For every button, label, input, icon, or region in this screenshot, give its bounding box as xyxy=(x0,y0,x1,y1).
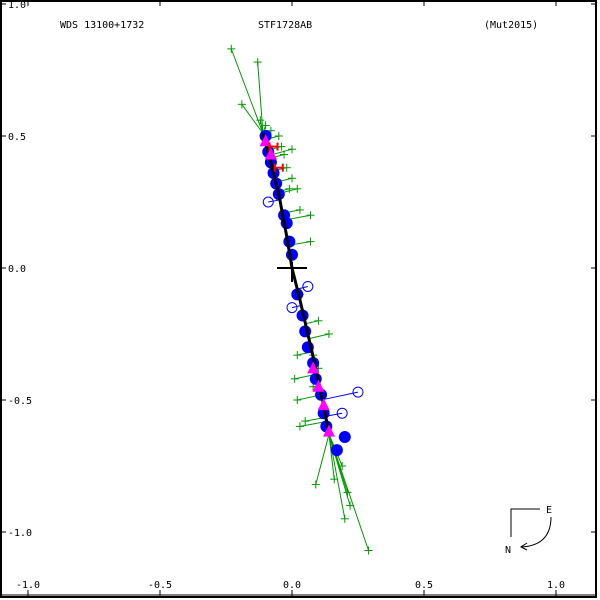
plus-marker-icon xyxy=(295,205,304,214)
plus-marker-icon xyxy=(256,116,265,125)
compass-arrowhead-icon xyxy=(520,542,528,551)
plus-marker-icon xyxy=(290,374,299,383)
x-tick-label: 0.0 xyxy=(283,580,301,591)
triangle-marker-icon xyxy=(264,147,277,160)
residual-line xyxy=(328,434,335,480)
plus-marker-icon xyxy=(282,163,291,172)
speckle-open-markers xyxy=(262,196,364,419)
primary-star-marker xyxy=(277,262,307,282)
plus-marker-icon xyxy=(293,184,302,193)
plus-marker-icon xyxy=(340,514,349,523)
plus-marker-icon xyxy=(288,145,296,154)
x-tick-label: 1.0 xyxy=(547,580,565,591)
plus-marker-icon xyxy=(277,142,286,151)
x-tick-label: -0.5 xyxy=(148,580,172,591)
plus-marker-icon xyxy=(364,546,373,555)
residual-line xyxy=(268,199,280,203)
plus-marker-icon xyxy=(253,58,262,67)
open-circle-marker-icon xyxy=(352,386,364,398)
plus-marker-icon xyxy=(280,150,289,159)
open-circle-marker-icon xyxy=(302,280,314,292)
plus-marker-icon xyxy=(346,501,355,510)
compass: E N xyxy=(505,505,552,556)
plus-marker-icon xyxy=(338,462,347,470)
residual-line xyxy=(230,48,264,134)
filled-circle-marker-icon xyxy=(338,430,351,443)
compass-north-label: N xyxy=(505,545,511,556)
plus-marker-icon xyxy=(330,475,339,484)
filled-circle-marker-icon xyxy=(330,444,343,457)
open-circle-marker-icon xyxy=(336,407,348,419)
y-tick-label: -1.0 xyxy=(8,528,32,539)
y-tick-label: 1.0 xyxy=(8,0,26,11)
plus-marker-icon xyxy=(324,330,333,338)
residual-line xyxy=(322,391,359,401)
plus-marker-icon xyxy=(261,121,270,130)
plus-marker-icon xyxy=(295,422,304,431)
plus-marker-icon xyxy=(306,211,315,220)
plus-marker-icon xyxy=(293,396,302,404)
plus-marker-icon xyxy=(293,351,302,360)
x-tick-label: -1.0 xyxy=(16,580,40,591)
x-tick-label: 0.5 xyxy=(415,580,433,591)
wds-id: WDS 13100+1732 xyxy=(60,20,144,31)
compass-axes xyxy=(510,508,540,537)
top-ticks xyxy=(27,1,557,6)
residual-line xyxy=(315,434,330,485)
compass-east-label: E xyxy=(546,505,552,516)
plus-marker-icon xyxy=(285,184,294,193)
residual-line xyxy=(325,412,343,417)
plus-marker-icon xyxy=(274,132,283,140)
hipparcos-markers xyxy=(268,142,284,172)
orbit-reference: (Mut2015) xyxy=(484,20,538,31)
plus-marker-icon xyxy=(311,480,320,489)
bottom-ticks xyxy=(27,590,557,596)
left-ticks xyxy=(1,3,6,533)
triangle-marker-icon xyxy=(312,379,325,392)
triangle-marker-icon xyxy=(317,398,330,411)
y-tick-label: -0.5 xyxy=(8,396,32,407)
plus-marker-icon xyxy=(288,174,296,183)
plus-marker-icon xyxy=(237,100,246,109)
plus-marker-icon xyxy=(314,316,323,325)
residual-line xyxy=(241,104,264,134)
right-ticks xyxy=(591,3,597,533)
residual-line xyxy=(308,333,330,340)
compass-arrow-icon xyxy=(521,516,552,548)
triangle-marker-icon xyxy=(322,424,335,437)
open-circle-marker-icon xyxy=(286,302,298,314)
hipparcos-marker-icon xyxy=(273,163,284,172)
hipparcos-marker-icon xyxy=(268,142,279,151)
plus-marker-icon xyxy=(306,237,315,246)
residual-line xyxy=(257,62,264,134)
plus-marker-icon xyxy=(343,488,352,497)
y-tick-label: 0.5 xyxy=(8,132,26,143)
discoverer-designation: STF1728AB xyxy=(258,20,312,31)
plus-marker-icon xyxy=(227,44,236,53)
plus-marker-icon xyxy=(301,417,310,426)
y-tick-label: 0.0 xyxy=(8,264,26,275)
triangle-marker-icon xyxy=(307,361,320,374)
open-circle-marker-icon xyxy=(262,196,274,208)
